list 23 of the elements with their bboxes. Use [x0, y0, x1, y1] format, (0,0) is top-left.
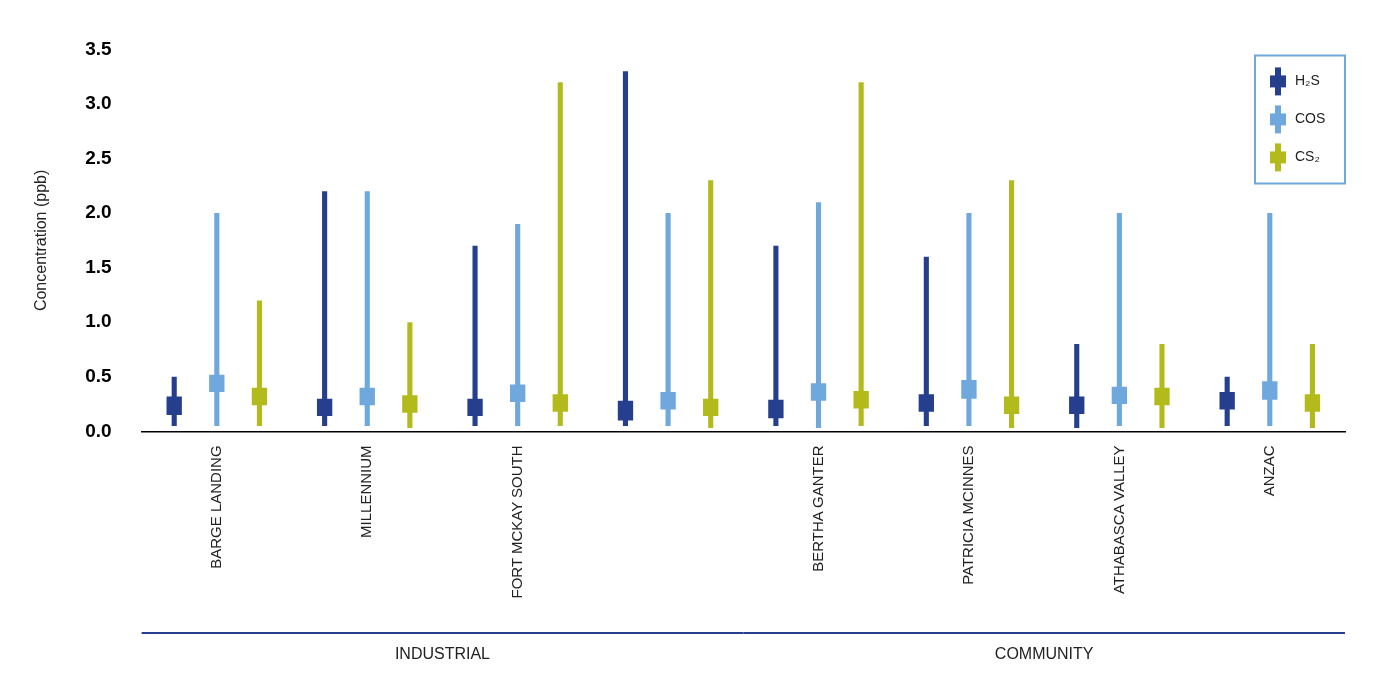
x-tick-label: ATHABASCA VALLEY	[1109, 445, 1127, 595]
x-tick-label: BARGE LANDING	[206, 445, 224, 569]
y-tick-label: 2.5	[85, 146, 113, 168]
y-tick-label: 0.0	[85, 419, 112, 441]
y-tick-label: 0.5	[85, 365, 113, 387]
legend-label: COS	[1295, 110, 1326, 127]
bar	[622, 71, 629, 426]
x-tick-label: ANZAC	[1259, 445, 1277, 497]
text: COMMUNITY	[994, 645, 1094, 663]
x-tick-label: BERTHA GANTER	[808, 445, 826, 572]
y-tick-label: 3.0	[85, 92, 112, 114]
y-tick-label: 1.0	[85, 310, 112, 332]
y-axis-title: Concentration (ppb)	[32, 169, 50, 312]
legend-label: H₂S	[1295, 72, 1320, 89]
y-tick-label: 3.5	[85, 37, 113, 59]
x-tick-label: PATRICIA MCINNES	[959, 445, 977, 585]
legend-label: CS₂	[1295, 148, 1320, 165]
x-tick-label: MILLENNIUM	[357, 445, 375, 538]
bar	[815, 202, 822, 429]
y-tick-label: 1.5	[85, 255, 113, 277]
y-tick-label: 2.0	[85, 201, 112, 223]
text: INDUSTRIAL	[394, 645, 491, 663]
x-tick-label: FORT MCKAY SOUTH	[507, 445, 525, 599]
